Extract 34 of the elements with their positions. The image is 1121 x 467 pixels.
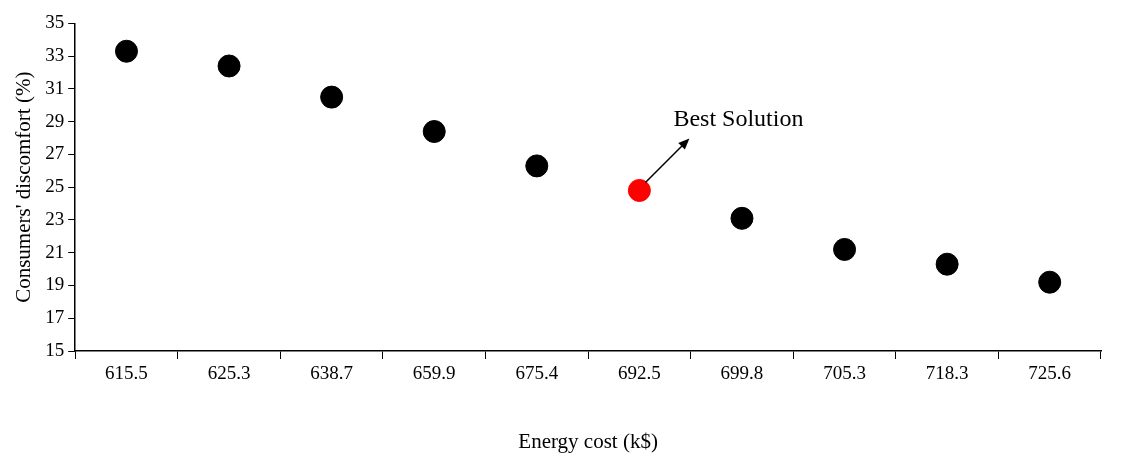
point bbox=[627, 178, 651, 202]
y-tick-label: 27 bbox=[45, 142, 65, 164]
y-tick-label: 21 bbox=[45, 240, 65, 262]
x-tick-label: 615.5 bbox=[105, 362, 148, 384]
point bbox=[320, 85, 344, 109]
x-tick-label: 659.9 bbox=[412, 362, 456, 384]
x-tick-label: 705.3 bbox=[823, 362, 866, 384]
point bbox=[730, 206, 754, 230]
y-tick-label: 29 bbox=[45, 109, 65, 131]
x-axis-title: Energy cost (k$) bbox=[518, 428, 658, 453]
y-tick-label: 17 bbox=[45, 306, 65, 328]
y-tick-label: 15 bbox=[45, 338, 65, 360]
annotation: Best Solution bbox=[673, 105, 804, 132]
x-tick-label: 725.6 bbox=[1028, 362, 1072, 384]
y-tick-label: 33 bbox=[45, 44, 65, 66]
x-tick-label: 718.3 bbox=[925, 362, 969, 384]
y-axis-title: Consumers' discomfort (%) bbox=[11, 71, 36, 303]
point bbox=[422, 120, 446, 144]
x-tick-label: 625.3 bbox=[207, 362, 251, 384]
x-tick-label: 638.7 bbox=[310, 362, 354, 384]
y-tick-label: 19 bbox=[45, 273, 65, 295]
y-tick-label: 35 bbox=[45, 11, 65, 33]
y-tick-label: 31 bbox=[45, 76, 65, 98]
y-tick-label: 23 bbox=[45, 207, 65, 229]
point bbox=[833, 237, 857, 261]
y-tick-label: 25 bbox=[45, 175, 65, 197]
point bbox=[217, 54, 241, 78]
point bbox=[525, 154, 549, 178]
point bbox=[1038, 270, 1062, 294]
x-tick-label: 675.4 bbox=[515, 362, 559, 384]
x-tick-label: 692.5 bbox=[618, 362, 661, 384]
x-tick-label: 699.8 bbox=[720, 362, 764, 384]
point bbox=[114, 39, 138, 63]
point bbox=[935, 252, 959, 276]
